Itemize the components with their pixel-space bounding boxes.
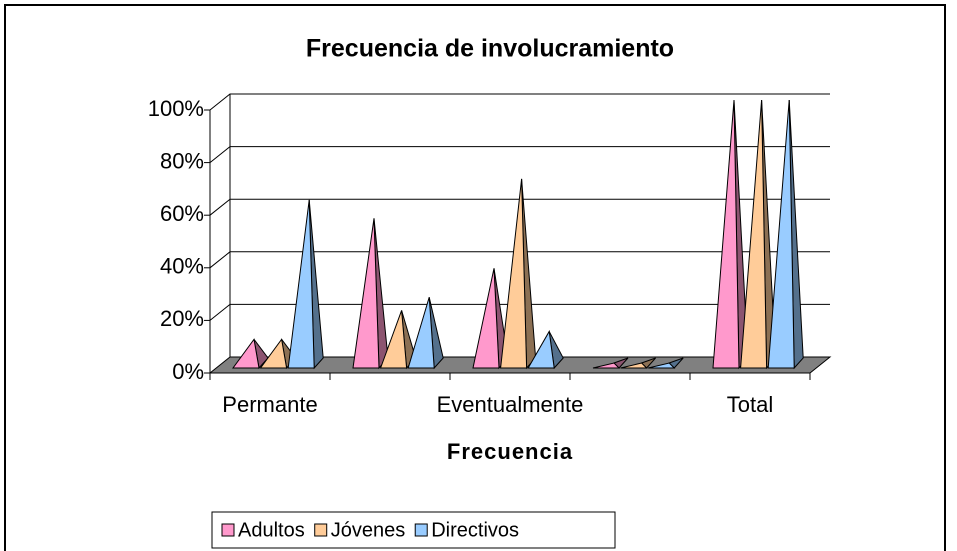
chart-frame — [4, 4, 946, 551]
pyramid — [620, 357, 656, 369]
x-tick-label: Total — [727, 392, 773, 417]
pyramid-front — [352, 218, 380, 369]
pyramid — [740, 99, 777, 370]
pyramid — [232, 338, 269, 370]
pyramid-front — [287, 199, 315, 369]
pyramid — [527, 329, 564, 370]
x-tick-label: Eventualmente — [437, 392, 584, 417]
y-tick-label: 60% — [160, 201, 204, 226]
legend-label: Adultos — [238, 519, 305, 541]
x-tick-label: Permante — [222, 392, 317, 417]
pyramid — [767, 99, 804, 370]
pyramid — [712, 99, 749, 370]
y-tick-label: 100% — [148, 96, 204, 121]
x-axis-title: Frecuencia — [447, 439, 573, 464]
pyramid — [592, 357, 629, 369]
pyramid-front — [767, 99, 795, 369]
pyramid — [407, 297, 444, 370]
legend-swatch — [314, 523, 328, 537]
pyramid-front — [259, 338, 288, 369]
pyramid — [648, 357, 684, 369]
pyramid-front — [620, 362, 648, 369]
legend-label: Jóvenes — [331, 519, 406, 541]
pyramid-front — [500, 178, 528, 369]
legend-swatch — [221, 523, 235, 537]
chart-title: Frecuencia de involucramiento — [306, 35, 674, 63]
pyramid-front — [592, 362, 621, 369]
pyramid-front — [232, 338, 260, 369]
pyramid-front — [740, 99, 768, 369]
pyramid — [500, 178, 537, 370]
legend-label: Directivos — [431, 519, 519, 541]
y-tick-label: 20% — [160, 306, 204, 331]
pyramid-front — [648, 362, 676, 369]
pyramid-front — [527, 329, 555, 369]
pyramid — [287, 199, 324, 370]
y-tick-label: 80% — [160, 148, 204, 173]
y-tick-label: 40% — [160, 254, 204, 279]
pyramid-front — [407, 297, 435, 369]
pyramid — [352, 218, 389, 370]
legend-box — [211, 511, 616, 549]
legend-swatch — [414, 523, 428, 537]
pyramid-front — [379, 310, 408, 369]
pyramid-front — [472, 268, 500, 369]
pyramid-front — [712, 99, 740, 369]
y-tick-label: 0% — [172, 359, 204, 384]
